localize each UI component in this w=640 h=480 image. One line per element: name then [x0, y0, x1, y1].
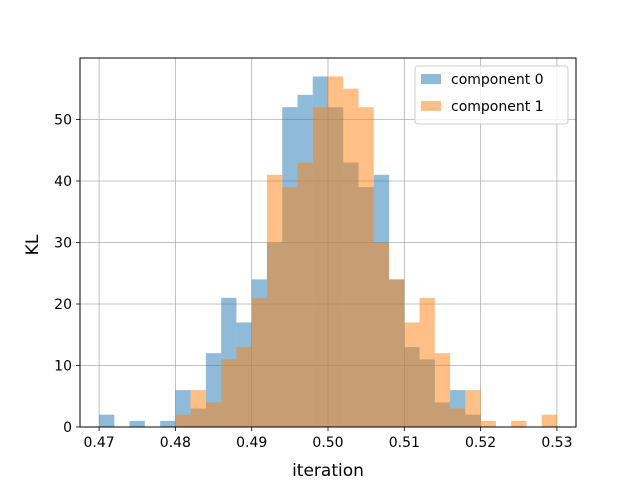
bar-component-1 [358, 107, 374, 427]
y-tick-label: 40 [54, 174, 72, 190]
bar-component-1 [266, 174, 283, 427]
x-axis-label: iteration [292, 461, 364, 480]
bar-component-1 [312, 107, 328, 427]
bar-component-1 [282, 187, 298, 427]
x-tick-label: 0.50 [312, 435, 343, 451]
bar-component-1 [480, 420, 496, 427]
y-tick-label: 0 [63, 420, 72, 436]
bar-component-1 [541, 414, 557, 427]
bar-component-1 [404, 322, 420, 427]
y-tick-label: 20 [54, 297, 72, 313]
bar-component-1 [343, 88, 359, 427]
x-tick-label: 0.49 [236, 435, 267, 451]
x-tick-label: 0.53 [541, 435, 572, 451]
legend-swatch-component-0 [421, 74, 441, 84]
bar-component-0 [129, 420, 145, 427]
bar-component-1 [465, 390, 481, 427]
legend-label-component-1: component 1 [451, 99, 544, 115]
bar-component-1 [297, 162, 313, 428]
bar-component-1 [373, 242, 390, 427]
bar-component-0 [160, 420, 176, 427]
legend: component 0 component 1 [414, 65, 569, 125]
bar-component-1 [236, 347, 252, 427]
axis-ticks: 0.47 0.48 0.49 0.50 0.51 0.52 0.53 0 10 20 30 40 50 [54, 113, 572, 452]
bar-component-1 [450, 408, 466, 427]
y-axis-label: KL [23, 234, 43, 255]
histogram-bars [99, 76, 557, 428]
x-tick-label: 0.48 [160, 435, 191, 451]
legend-swatch-component-1 [421, 101, 441, 111]
bar-component-1 [251, 297, 267, 427]
bar-component-1 [434, 353, 451, 427]
bar-component-1 [328, 76, 344, 427]
bar-component-1 [175, 414, 191, 427]
bar-component-1 [389, 279, 405, 427]
legend-label-component-0: component 0 [451, 72, 544, 88]
legend-box [414, 65, 569, 125]
bar-component-1 [190, 390, 206, 427]
bar-component-1 [221, 359, 237, 427]
bar-component-1 [511, 420, 527, 427]
x-tick-label: 0.52 [465, 435, 496, 451]
bar-component-1 [419, 297, 435, 427]
bar-component-1 [205, 402, 222, 427]
x-tick-label: 0.51 [389, 435, 420, 451]
y-tick-label: 30 [54, 236, 72, 252]
x-tick-label: 0.47 [83, 435, 114, 451]
y-tick-label: 50 [54, 113, 72, 129]
bar-component-0 [99, 414, 115, 427]
y-tick-label: 10 [54, 359, 72, 375]
